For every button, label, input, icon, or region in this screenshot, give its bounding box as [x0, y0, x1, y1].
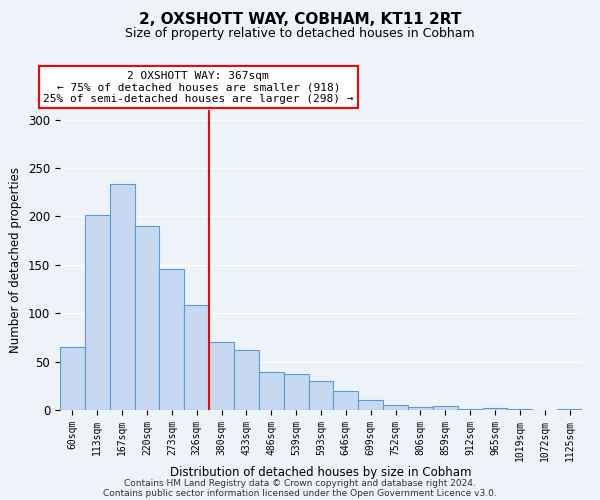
Bar — [508, 409, 532, 410]
Bar — [160, 268, 184, 410]
Text: Size of property relative to detached houses in Cobham: Size of property relative to detached ho… — [125, 28, 475, 40]
Bar — [557, 409, 582, 410]
Bar — [184, 304, 209, 410]
Bar — [284, 374, 308, 410]
Bar — [110, 184, 134, 410]
Text: Contains public sector information licensed under the Open Government Licence v3: Contains public sector information licen… — [103, 488, 497, 498]
Bar — [60, 347, 85, 410]
Bar — [458, 409, 482, 410]
Bar — [85, 214, 110, 410]
Text: 2, OXSHOTT WAY, COBHAM, KT11 2RT: 2, OXSHOTT WAY, COBHAM, KT11 2RT — [139, 12, 461, 28]
Bar — [234, 350, 259, 410]
Bar — [383, 405, 408, 410]
Bar — [358, 400, 383, 410]
Bar — [334, 390, 358, 410]
Text: 2 OXSHOTT WAY: 367sqm
← 75% of detached houses are smaller (918)
25% of semi-det: 2 OXSHOTT WAY: 367sqm ← 75% of detached … — [43, 71, 353, 104]
X-axis label: Distribution of detached houses by size in Cobham: Distribution of detached houses by size … — [170, 466, 472, 479]
Text: Contains HM Land Registry data © Crown copyright and database right 2024.: Contains HM Land Registry data © Crown c… — [124, 478, 476, 488]
Bar — [134, 226, 160, 410]
Y-axis label: Number of detached properties: Number of detached properties — [10, 167, 22, 353]
Bar — [433, 406, 458, 410]
Bar — [482, 408, 508, 410]
Bar — [209, 342, 234, 410]
Bar — [259, 372, 284, 410]
Bar — [308, 381, 334, 410]
Bar — [408, 407, 433, 410]
